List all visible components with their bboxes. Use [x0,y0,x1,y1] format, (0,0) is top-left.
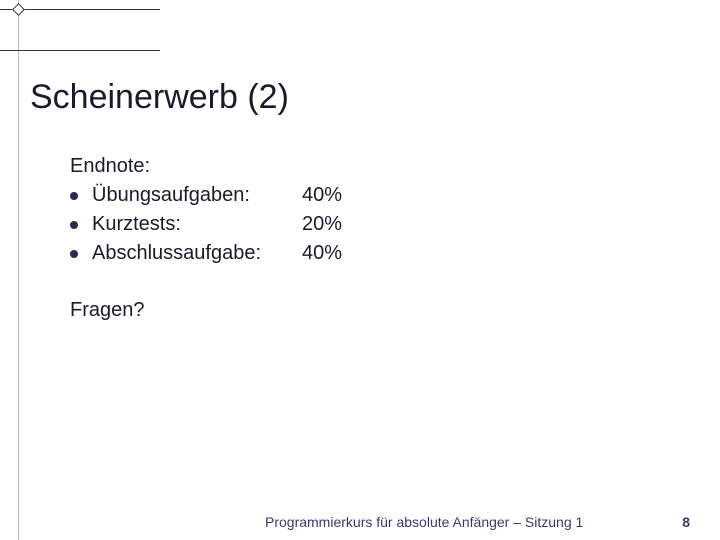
question-text: Fragen? [70,299,362,322]
list-item: Kurztests: 20% [70,213,362,236]
bullet-icon [70,250,78,258]
item-label: Kurztests: [92,213,302,236]
item-label: Übungsaufgaben: [92,184,302,207]
bullet-icon [70,221,78,229]
vertical-line [18,0,19,540]
bullet-icon [70,192,78,200]
intro-label: Endnote: [70,155,362,178]
page-number: 8 [682,514,690,530]
diamond-icon [12,3,25,16]
slide-title: Scheinerwerb (2) [30,78,289,117]
item-label: Abschlussaufgabe: [92,242,302,265]
item-value: 40% [302,184,362,207]
list-item: Abschlussaufgabe: 40% [70,242,362,265]
footer-text: Programmierkurs für absolute Anfänger – … [265,514,583,530]
horizontal-line-bottom [0,50,160,51]
content-area: Endnote: Übungsaufgaben: 40% Kurztests: … [70,155,362,322]
list-item: Übungsaufgaben: 40% [70,184,362,207]
corner-decoration [0,0,160,60]
item-value: 40% [302,242,362,265]
item-value: 20% [302,213,362,236]
